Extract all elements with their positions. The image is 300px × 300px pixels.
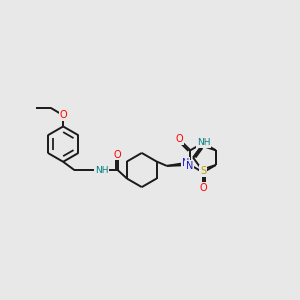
Text: O: O — [59, 110, 67, 120]
Text: NH: NH — [197, 138, 211, 147]
Text: O: O — [199, 183, 207, 193]
Text: N: N — [186, 161, 193, 171]
Text: O: O — [175, 134, 183, 144]
Text: NH: NH — [95, 166, 108, 175]
Text: S: S — [200, 166, 206, 176]
Text: O: O — [114, 150, 122, 160]
Text: N: N — [182, 158, 189, 168]
